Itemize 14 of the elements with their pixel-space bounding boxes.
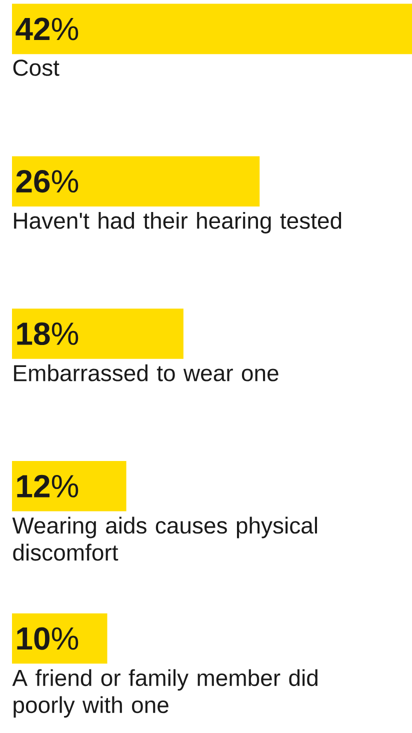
bar [12,460,126,512]
data-label: 10% [17,627,78,650]
y-tick-label: Embarrassed to wear one [14,364,278,382]
data-label: 18% [17,322,78,346]
bar [12,4,412,54]
data-label: 42% [16,18,78,40]
y-tick-label: Haven't had their hearing tested [14,212,342,234]
data-label: 12% [17,474,78,498]
y-tick-label: Cost [13,60,60,76]
bar [12,156,260,206]
y-tick-label: Wearing aids causes physical discomfort [12,516,317,561]
bar [12,308,184,359]
y-tick-label: A friend or family member did poorly with one [12,669,318,718]
data-label: 26% [16,170,78,193]
